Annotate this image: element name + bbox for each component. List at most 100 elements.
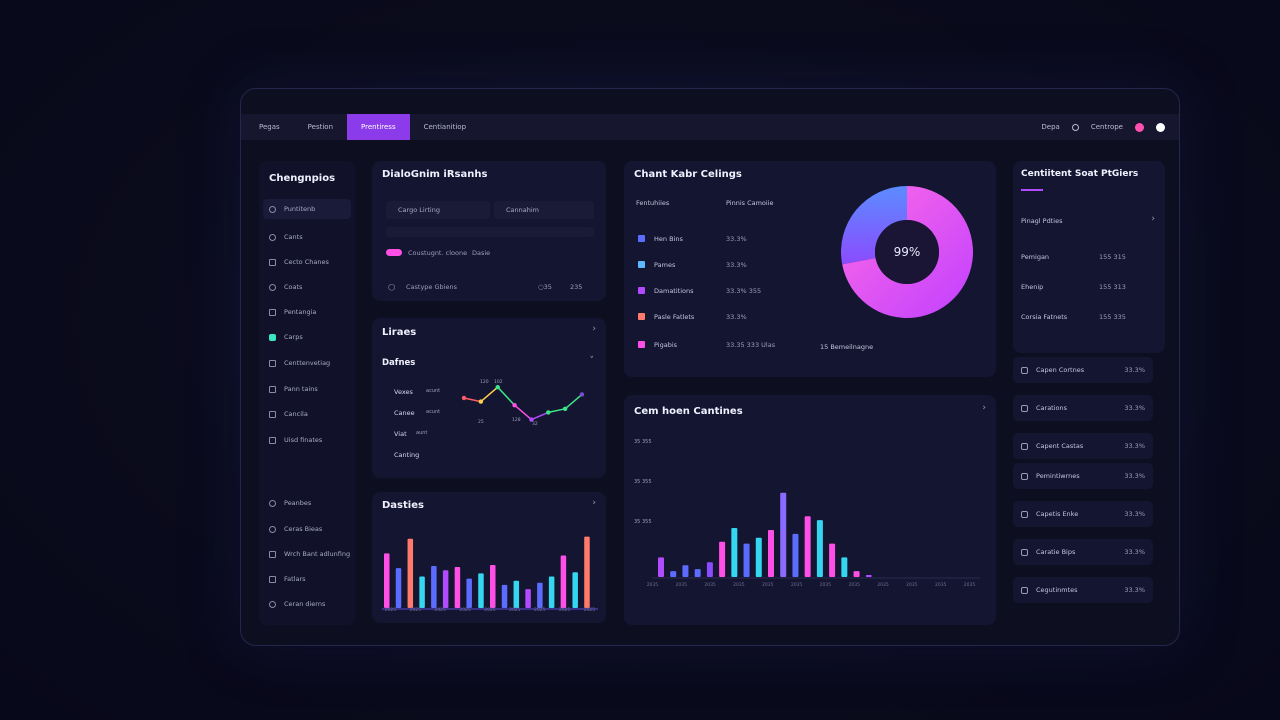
column-header: Pinnis Camoiie xyxy=(726,199,774,207)
sidebar-item-coats[interactable]: Coats xyxy=(269,283,302,291)
chart-card-title: Chant Kabr Celings xyxy=(634,169,742,180)
toggle-label: Coustugnt. cloone xyxy=(408,249,468,257)
line-segment xyxy=(564,393,583,410)
sidebar-item-ceran-dierns[interactable]: Ceran dierns xyxy=(269,600,325,608)
cannahim-field[interactable]: Cannahim xyxy=(494,201,594,219)
sidebar-item-ceras-bieas[interactable]: Ceras Bieas xyxy=(269,525,322,533)
cargo-listing-field[interactable]: Cargo Lirting xyxy=(386,201,490,219)
sidebar-item-label: Centtenvetiag xyxy=(284,359,331,367)
shield-icon xyxy=(269,308,276,316)
sidebar-item-fatlars[interactable]: Fatlars xyxy=(269,575,306,583)
sidebar-item-uisd-finates[interactable]: Uisd finates xyxy=(269,436,322,444)
chevron-right-icon[interactable]: › xyxy=(1151,214,1155,224)
toggle-switch[interactable] xyxy=(386,249,402,256)
sidebar-item-pann-tains[interactable]: Pann tains xyxy=(269,385,318,393)
legend-label: Pames xyxy=(654,261,676,269)
x-tick-label: 2035 xyxy=(646,583,659,588)
bar xyxy=(853,571,860,577)
sidebar-item-puntitenb[interactable]: Puntitenb xyxy=(263,199,351,219)
chevron-right-icon[interactable]: › xyxy=(982,403,986,413)
bar xyxy=(804,516,811,577)
list-item-label: Pemintiwrnes xyxy=(1036,472,1080,480)
list-item[interactable]: Caratie Bips 33.3% xyxy=(1013,539,1153,565)
summary-label: Pemigan xyxy=(1021,253,1050,261)
notification-dot-icon[interactable] xyxy=(1135,122,1144,132)
x-tick-label: 2025 xyxy=(384,608,397,613)
sidebar-item-peanbes[interactable]: Peanbes xyxy=(269,499,311,507)
chevron-right-icon[interactable]: › xyxy=(592,498,596,508)
file-icon xyxy=(1021,366,1028,374)
list-item[interactable]: Capen Cortnes 33.3% xyxy=(1013,357,1153,383)
tab-pegas[interactable]: Pegas xyxy=(259,123,280,131)
line-point xyxy=(579,392,585,397)
lines-subtitle: Dafnes xyxy=(382,358,416,368)
dasties-x-axis: 2025 2025 2025 2025 2025 2025 2025 2025 … xyxy=(378,608,602,613)
lines-card-title: Liraes xyxy=(382,327,417,338)
summary-value: 155 313 xyxy=(1099,283,1126,291)
x-tick-label: 2035 xyxy=(963,583,976,588)
chevron-right-icon[interactable]: › xyxy=(592,324,596,334)
chevron-down-icon[interactable]: ˅ xyxy=(589,356,595,366)
tab-prentiress[interactable]: Prentiress xyxy=(347,114,410,140)
x-tick-label: 2035 xyxy=(704,583,716,588)
x-tick-label: 2025 xyxy=(434,608,446,613)
line-segment xyxy=(497,386,516,406)
list-item[interactable]: Cegutinmtes 33.3% xyxy=(1013,577,1153,603)
x-tick-label: 2035 xyxy=(848,583,860,588)
list-item[interactable]: Pemintiwrnes 33.3% xyxy=(1013,463,1153,489)
bar xyxy=(501,584,508,608)
list-item-value: 33.3% xyxy=(1124,586,1145,594)
line-segment xyxy=(531,411,549,421)
top-link-depa[interactable]: Depa xyxy=(1041,123,1060,131)
circle-icon xyxy=(269,233,276,241)
list-item-value: 33.3% xyxy=(1124,510,1145,518)
search-icon[interactable] xyxy=(1071,123,1079,131)
sidebar-item-cants[interactable]: Cants xyxy=(269,233,303,241)
bar xyxy=(560,555,567,608)
sidebar-item-wrch-bant[interactable]: Wrch Bant adlunfing xyxy=(269,550,350,558)
bar xyxy=(431,566,437,608)
line-label: Canee xyxy=(394,409,415,417)
sidebar-item-centtenvetiag[interactable]: Centtenvetiag xyxy=(269,359,330,367)
sidebar-item-label: Fatlars xyxy=(284,575,306,583)
list-item[interactable]: Capent Castas 33.3% xyxy=(1013,433,1153,459)
shield-icon xyxy=(269,436,276,444)
sidebar-item-label: Wrch Bant adlunfing xyxy=(284,550,351,558)
line-label: Viat xyxy=(394,430,407,438)
sidebar-item-label: Peanbes xyxy=(284,499,312,507)
list-item-label: Capetis Enke xyxy=(1036,510,1079,518)
avatar[interactable] xyxy=(1156,122,1165,132)
list-item[interactable]: Capetis Enke 33.3% xyxy=(1013,501,1153,527)
top-link-centrope[interactable]: Centrope xyxy=(1090,123,1123,131)
cem-x-axis: 2035 2035 2035 2035 2035 2035 2035 2035 … xyxy=(638,583,984,588)
x-tick-label: 2025 xyxy=(409,608,422,613)
row-value-1: ○35 xyxy=(538,283,552,291)
circle-icon xyxy=(1021,442,1028,450)
bar xyxy=(407,538,414,608)
toggle-value: Dasie xyxy=(472,249,491,257)
line-point xyxy=(546,410,551,415)
line-segment xyxy=(548,408,566,414)
bar xyxy=(743,543,750,577)
sidebar-item-cecto-chanes[interactable]: Cecto Chanes xyxy=(269,258,329,266)
point-label: 102 xyxy=(494,380,503,385)
x-tick-label: 2035 xyxy=(675,583,687,588)
line-point xyxy=(461,395,467,401)
x-tick-label: 2025 xyxy=(509,608,521,613)
bar xyxy=(731,528,738,577)
tab-pestion[interactable]: Pestion xyxy=(307,123,334,131)
bar xyxy=(395,568,402,608)
list-item[interactable]: Carations 33.3% xyxy=(1013,395,1153,421)
sidebar-item-label: Coats xyxy=(284,283,303,291)
sidebar-item-carps[interactable]: Carps xyxy=(269,333,303,341)
sidebar-item-cancila[interactable]: Cancila xyxy=(269,410,308,418)
line-label: Vexes xyxy=(394,388,413,396)
progress-track xyxy=(386,227,594,237)
tab-centianitiop[interactable]: Centianitiop xyxy=(423,123,467,131)
donut-slice xyxy=(841,186,907,265)
bar xyxy=(513,580,520,608)
shield-icon xyxy=(1021,472,1028,480)
sidebar-item-pentangia[interactable]: Pentangia xyxy=(269,308,316,316)
sidebar-item-label: Pann tains xyxy=(284,385,318,393)
file-icon xyxy=(1021,586,1028,594)
